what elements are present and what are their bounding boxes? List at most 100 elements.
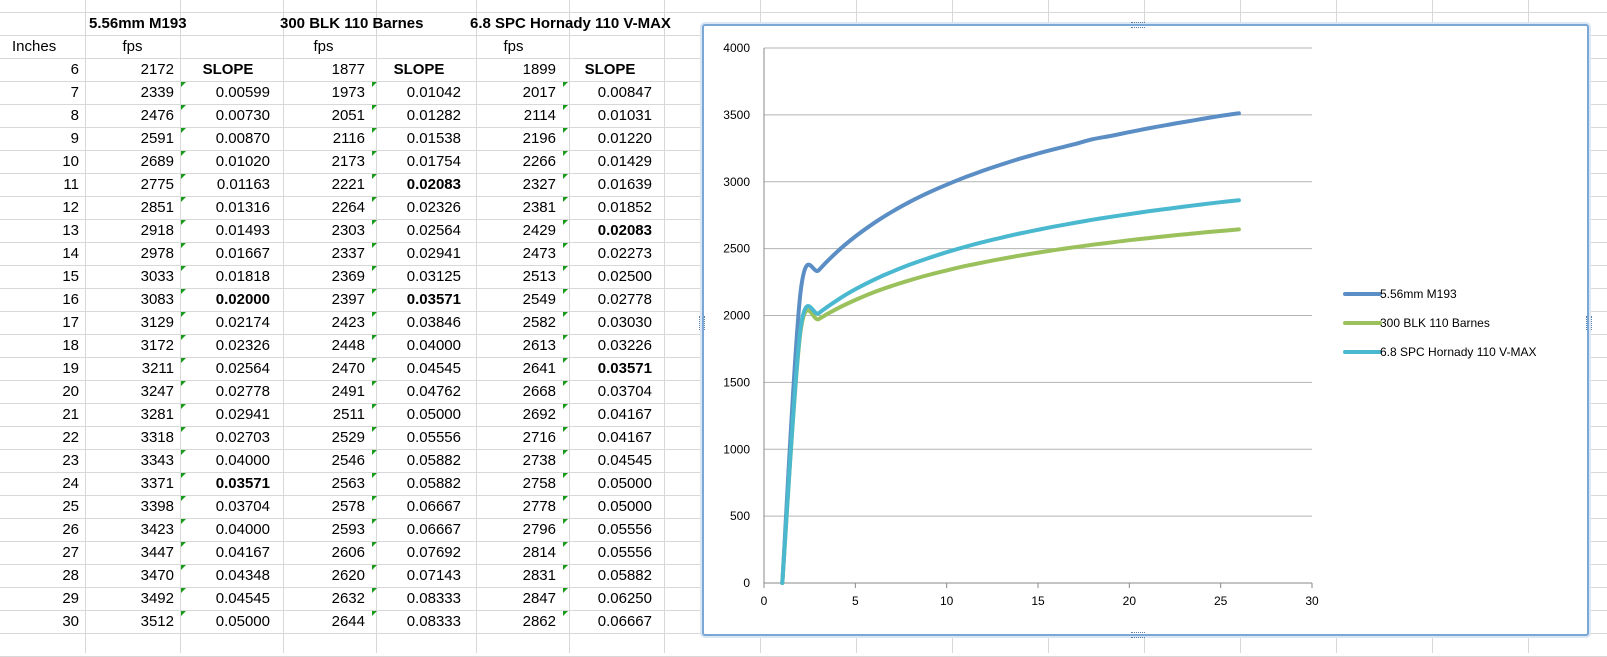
fps-cell-m193[interactable]: 3033	[140, 268, 174, 285]
fps-cell-m193[interactable]: 2689	[140, 153, 174, 170]
slope-cell-300blk[interactable]: 0.01282	[406, 107, 461, 124]
series-header-68spc[interactable]: 6.8 SPC Hornady 110 V-MAX	[470, 15, 671, 32]
fps-cell-68spc[interactable]: 2017	[522, 84, 556, 101]
slope-cell-300blk[interactable]: 0.03125	[406, 268, 461, 285]
fps-cell-68spc[interactable]: 2196	[522, 130, 556, 147]
slope-cell-m193[interactable]: 0.01316	[215, 199, 270, 216]
fps-cell-m193[interactable]: 3281	[140, 406, 174, 423]
fps-cell-m193[interactable]: 3318	[140, 429, 174, 446]
slope-cell-300blk[interactable]: 0.05556	[406, 429, 461, 446]
fps-cell-68spc[interactable]: 2796	[522, 521, 556, 538]
inches-cell[interactable]: 13	[62, 222, 79, 239]
slope-header[interactable]: SLOPE	[393, 61, 445, 78]
fps-cell-m193[interactable]: 2775	[140, 176, 174, 193]
inches-cell[interactable]: 7	[70, 84, 79, 101]
fps-cell-300blk[interactable]: 2397	[331, 291, 365, 308]
slope-cell-m193[interactable]: 0.04000	[215, 452, 270, 469]
inches-cell[interactable]: 26	[62, 521, 79, 538]
chart-resize-handle[interactable]	[1586, 316, 1592, 330]
fps-cell-68spc[interactable]: 2692	[522, 406, 556, 423]
fps-cell-300blk[interactable]: 2423	[331, 314, 365, 331]
fps-cell-300blk[interactable]: 2563	[331, 475, 365, 492]
slope-cell-68spc[interactable]: 0.01220	[597, 130, 652, 147]
slope-cell-m193[interactable]: 0.03704	[215, 498, 270, 515]
fps-cell-68spc[interactable]: 2582	[522, 314, 556, 331]
slope-cell-300blk[interactable]: 0.04000	[406, 337, 461, 354]
fps-cell-m193[interactable]: 3129	[140, 314, 174, 331]
slope-cell-m193[interactable]: 0.01493	[215, 222, 270, 239]
slope-cell-68spc[interactable]: 0.01429	[597, 153, 652, 170]
fps-cell-68spc[interactable]: 2862	[522, 613, 556, 630]
fps-cell-68spc[interactable]: 2429	[522, 222, 556, 239]
inches-header[interactable]: Inches	[12, 38, 57, 55]
slope-cell-m193[interactable]: 0.03571	[215, 475, 270, 492]
fps-cell-300blk[interactable]: 2546	[331, 452, 365, 469]
fps-cell-m193[interactable]: 3211	[141, 360, 174, 377]
inches-cell[interactable]: 30	[62, 613, 79, 630]
slope-cell-m193[interactable]: 0.01667	[215, 245, 270, 262]
fps-cell-300blk[interactable]: 1973	[331, 84, 365, 101]
fps-cell-m193[interactable]: 3423	[140, 521, 174, 538]
fps-cell-300blk[interactable]: 2264	[331, 199, 365, 216]
fps-cell-m193[interactable]: 2591	[140, 130, 174, 147]
inches-cell[interactable]: 27	[62, 544, 79, 561]
fps-cell-300blk[interactable]: 2470	[331, 360, 365, 377]
inches-cell[interactable]: 10	[62, 153, 79, 170]
slope-cell-m193[interactable]: 0.01163	[216, 176, 270, 193]
slope-cell-m193[interactable]: 0.04000	[215, 521, 270, 538]
fps-header-300blk[interactable]: fps	[313, 38, 334, 55]
fps-cell-m193[interactable]: 2978	[140, 245, 174, 262]
fps-cell-300blk[interactable]: 2620	[331, 567, 365, 584]
slope-cell-m193[interactable]: 0.02564	[215, 360, 270, 377]
slope-cell-300blk[interactable]: 0.03846	[406, 314, 461, 331]
slope-header[interactable]: SLOPE	[584, 61, 636, 78]
chart-resize-handle[interactable]	[1131, 22, 1145, 28]
fps-cell-300blk[interactable]: 2303	[331, 222, 365, 239]
slope-cell-68spc[interactable]: 0.06250	[597, 590, 652, 607]
slope-cell-68spc[interactable]: 0.03704	[597, 383, 652, 400]
fps-cell-68spc[interactable]: 2613	[522, 337, 556, 354]
slope-cell-68spc[interactable]: 0.05556	[597, 544, 652, 561]
fps-cell-m193[interactable]: 3447	[140, 544, 174, 561]
fps-cell-68spc[interactable]: 2758	[522, 475, 556, 492]
fps-cell-68spc[interactable]: 2778	[522, 498, 556, 515]
fps-cell-m193[interactable]: 3492	[140, 590, 174, 607]
fps-cell-m193[interactable]: 2918	[140, 222, 174, 239]
embedded-chart[interactable]: 0 500 1000 1500 2000 2500 3000 3500 4000 0 5 10 15 20…	[699, 22, 1592, 638]
slope-cell-m193[interactable]: 0.00599	[215, 84, 270, 101]
inches-cell[interactable]: 11	[63, 176, 79, 193]
fps-cell-300blk[interactable]: 2448	[331, 337, 365, 354]
slope-cell-m193[interactable]: 0.05000	[215, 613, 270, 630]
inches-cell[interactable]: 17	[62, 314, 79, 331]
slope-cell-68spc[interactable]: 0.04167	[597, 406, 652, 423]
fps-cell-300blk[interactable]: 2606	[331, 544, 365, 561]
fps-cell-68spc[interactable]: 2831	[522, 567, 556, 584]
inches-cell[interactable]: 21	[62, 406, 79, 423]
fps-header-68spc[interactable]: fps	[503, 38, 524, 55]
fps-cell-m193[interactable]: 2851	[140, 199, 174, 216]
slope-cell-m193[interactable]: 0.04167	[215, 544, 270, 561]
fps-cell-m193[interactable]: 3343	[140, 452, 174, 469]
fps-cell-m193[interactable]: 2172	[140, 61, 174, 78]
inches-cell[interactable]: 28	[62, 567, 79, 584]
slope-cell-68spc[interactable]: 0.00847	[597, 84, 652, 101]
fps-cell-300blk[interactable]: 2593	[331, 521, 365, 538]
slope-cell-m193[interactable]: 0.02000	[215, 291, 270, 308]
inches-cell[interactable]: 20	[62, 383, 79, 400]
fps-cell-m193[interactable]: 3247	[140, 383, 174, 400]
slope-cell-300blk[interactable]: 0.05000	[406, 406, 461, 423]
fps-cell-m193[interactable]: 3083	[140, 291, 174, 308]
slope-cell-68spc[interactable]: 0.06667	[597, 613, 652, 630]
slope-cell-300blk[interactable]: 0.01042	[406, 84, 461, 101]
fps-cell-68spc[interactable]: 2266	[522, 153, 556, 170]
chart-resize-handle[interactable]	[699, 316, 705, 330]
inches-cell[interactable]: 15	[62, 268, 79, 285]
fps-cell-68spc[interactable]: 2847	[522, 590, 556, 607]
slope-cell-300blk[interactable]: 0.07143	[406, 567, 461, 584]
slope-cell-300blk[interactable]: 0.07692	[406, 544, 461, 561]
slope-cell-m193[interactable]: 0.00870	[215, 130, 270, 147]
slope-cell-300blk[interactable]: 0.08333	[406, 613, 461, 630]
slope-cell-68spc[interactable]: 0.02778	[597, 291, 652, 308]
slope-cell-300blk[interactable]: 0.02564	[406, 222, 461, 239]
inches-cell[interactable]: 29	[62, 590, 79, 607]
